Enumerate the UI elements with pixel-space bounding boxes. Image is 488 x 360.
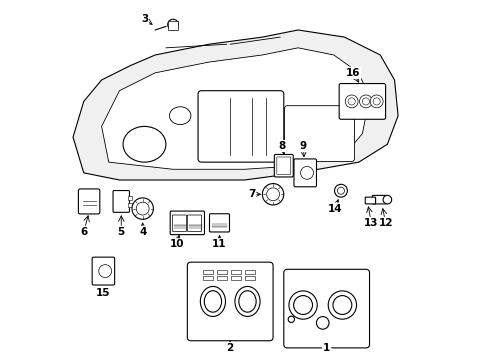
Circle shape (347, 98, 354, 105)
Circle shape (99, 265, 111, 278)
FancyBboxPatch shape (113, 190, 129, 212)
Circle shape (337, 187, 344, 194)
FancyBboxPatch shape (365, 197, 375, 204)
Bar (216, 270, 226, 274)
FancyBboxPatch shape (187, 262, 272, 341)
FancyBboxPatch shape (284, 106, 354, 161)
Polygon shape (73, 30, 397, 180)
Circle shape (288, 291, 317, 319)
Circle shape (167, 19, 178, 30)
Text: 13: 13 (364, 218, 378, 228)
Ellipse shape (169, 107, 190, 125)
FancyBboxPatch shape (276, 157, 290, 175)
Bar (244, 270, 255, 274)
Ellipse shape (200, 287, 225, 316)
Bar (230, 276, 241, 280)
Ellipse shape (238, 291, 256, 312)
Circle shape (132, 198, 153, 219)
Circle shape (345, 95, 357, 108)
Bar (216, 276, 226, 280)
Circle shape (293, 296, 312, 314)
FancyBboxPatch shape (198, 91, 283, 162)
Text: 8: 8 (278, 141, 285, 151)
Ellipse shape (204, 291, 221, 312)
Text: 3: 3 (141, 14, 148, 24)
Bar (244, 276, 255, 280)
Bar (128, 203, 132, 207)
Circle shape (266, 188, 279, 201)
FancyBboxPatch shape (293, 159, 316, 187)
FancyBboxPatch shape (339, 84, 385, 119)
Text: 16: 16 (346, 68, 360, 78)
Text: 12: 12 (378, 218, 392, 228)
FancyBboxPatch shape (187, 215, 201, 231)
Text: 4: 4 (139, 227, 146, 237)
Text: 7: 7 (247, 189, 255, 199)
FancyBboxPatch shape (372, 195, 386, 204)
Text: 14: 14 (327, 203, 342, 213)
Ellipse shape (123, 126, 165, 162)
Circle shape (332, 296, 351, 314)
Circle shape (327, 291, 356, 319)
FancyBboxPatch shape (92, 257, 114, 285)
Circle shape (287, 316, 294, 323)
Text: 15: 15 (96, 288, 110, 297)
FancyBboxPatch shape (274, 154, 293, 177)
Bar (203, 270, 212, 274)
Circle shape (362, 98, 369, 105)
Bar (230, 270, 241, 274)
FancyBboxPatch shape (172, 215, 186, 231)
Circle shape (262, 184, 283, 205)
Text: 2: 2 (226, 343, 233, 353)
Circle shape (136, 202, 149, 215)
Bar (167, 21, 178, 30)
FancyBboxPatch shape (170, 211, 204, 235)
Circle shape (316, 316, 328, 329)
Text: 11: 11 (212, 239, 226, 249)
FancyBboxPatch shape (209, 214, 229, 232)
FancyBboxPatch shape (78, 189, 100, 214)
Bar (203, 276, 212, 280)
Text: 6: 6 (80, 227, 87, 237)
Text: 5: 5 (118, 227, 124, 237)
Circle shape (359, 95, 372, 108)
Circle shape (372, 98, 380, 105)
Circle shape (369, 95, 382, 108)
Bar (128, 196, 132, 200)
Polygon shape (102, 48, 369, 169)
Circle shape (382, 195, 391, 204)
Circle shape (300, 166, 313, 179)
Text: 1: 1 (323, 343, 329, 353)
Text: 9: 9 (299, 141, 306, 151)
Text: 10: 10 (169, 239, 183, 249)
Circle shape (334, 184, 346, 197)
FancyBboxPatch shape (283, 269, 369, 348)
Ellipse shape (234, 287, 260, 316)
